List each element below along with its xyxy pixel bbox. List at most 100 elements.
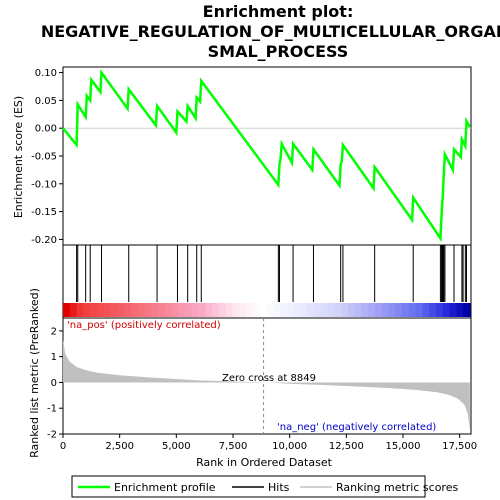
legend-hits-label: Hits	[268, 481, 290, 494]
rank-color-segment	[266, 303, 274, 317]
rank-color-segment	[273, 303, 281, 317]
rank-y-tick-label: 1	[51, 352, 57, 363]
rank-color-segment	[354, 303, 362, 317]
rank-color-segment	[110, 303, 118, 317]
negative-correlation-label: 'na_neg' (negatively correlated)	[277, 422, 436, 433]
rank-color-segment	[442, 303, 451, 317]
legend: Enrichment profile Hits Ranking metric s…	[71, 475, 458, 498]
rank-color-segment	[90, 303, 98, 317]
es-panel-frame	[62, 66, 472, 246]
x-tick-label: 5,000	[162, 441, 191, 452]
rank-color-segment	[246, 303, 254, 317]
rank-color-segment	[395, 303, 403, 317]
x-tick-label: 15,000	[386, 441, 421, 452]
rank-y-tick-label: 0	[51, 378, 57, 389]
x-axis-ticks: 0 2,500 5,000 7,500 10,000 12,500 15,000 17,500	[60, 434, 477, 452]
rank-panel-frame	[62, 317, 472, 435]
rank-color-segment	[449, 303, 457, 317]
x-tick-label: 7,500	[219, 441, 248, 452]
rank-color-segment	[259, 303, 268, 317]
ranking-metric-area	[63, 339, 470, 431]
rank-color-segment	[76, 303, 84, 317]
legend-ranking-label: Ranking metric scores	[336, 481, 458, 494]
rank-color-segment	[374, 303, 383, 317]
chart-title-line-2: NEGATIVE_REGULATION_OF_MULTICELLULAR_ORG…	[41, 22, 500, 41]
rank-color-segment	[368, 303, 376, 317]
rank-color-segment	[144, 303, 152, 317]
rank-color-segment	[69, 303, 78, 317]
rank-color-segment	[313, 303, 322, 317]
rank-color-segment	[232, 303, 240, 317]
rank-color-segment	[381, 303, 390, 317]
rank-color-segment	[205, 303, 213, 317]
es-panel: 0.10 0.05 0.00 -0.05 -0.10 -0.15 -0.20 Enrichm…	[12, 66, 472, 246]
rank-color-segment	[124, 303, 132, 317]
rank-color-segment	[286, 303, 295, 317]
rank-color-segment	[212, 303, 220, 317]
rank-color-segment	[239, 303, 247, 317]
rank-color-segment	[279, 303, 288, 317]
rank-color-segment	[63, 303, 71, 317]
x-tick-label: 17,500	[442, 441, 477, 452]
rank-y-tick-label: -2	[47, 430, 57, 441]
x-axis-label: Rank in Ordered Dataset	[196, 456, 333, 469]
rank-color-segment	[463, 303, 471, 317]
es-y-tick-label: -0.15	[31, 207, 57, 218]
rank-y-tick-label: -1	[47, 404, 57, 415]
rank-color-segment	[225, 303, 234, 317]
rank-color-segment	[178, 303, 186, 317]
rank-color-segment	[341, 303, 349, 317]
x-tick-label: 10,000	[272, 441, 307, 452]
es-y-tick-label: 0.00	[35, 124, 57, 135]
rank-color-segment	[408, 303, 417, 317]
x-tick-label: 12,500	[329, 441, 364, 452]
es-y-tick-label: 0.05	[35, 96, 57, 107]
x-tick-label: 0	[60, 441, 66, 452]
rank-color-segment	[307, 303, 315, 317]
hits-markers	[76, 245, 467, 302]
es-y-axis-label: Enrichment score (ES)	[12, 96, 25, 218]
rank-color-segment	[327, 303, 335, 317]
zero-cross-label: Zero cross at 8849	[222, 373, 316, 384]
rank-color-segment	[151, 303, 159, 317]
positive-correlation-label: 'na_pos' (positively correlated)	[67, 320, 221, 331]
legend-enrichment-label: Enrichment profile	[114, 481, 216, 494]
rank-color-bar	[63, 303, 471, 317]
es-y-ticks: 0.10 0.05 0.00 -0.05 -0.10 -0.15 -0.20	[31, 68, 63, 246]
rank-y-tick-label: 2	[51, 326, 57, 337]
rank-color-segment	[191, 303, 200, 317]
rank-color-segment	[415, 303, 423, 317]
rank-color-segment	[83, 303, 91, 317]
rank-color-segment	[137, 303, 145, 317]
rank-metric-panel: 2 1 0 -1 -2 'na_pos' (positively correlated)…	[28, 288, 472, 458]
rank-color-segment	[198, 303, 207, 317]
rank-color-segment	[435, 303, 444, 317]
rank-color-segment	[218, 303, 227, 317]
rank-color-segment	[103, 303, 112, 317]
rank-color-segment	[300, 303, 308, 317]
rank-color-segment	[293, 303, 301, 317]
es-y-tick-label: -0.10	[31, 179, 57, 190]
rank-color-segment	[117, 303, 125, 317]
es-y-tick-label: 0.10	[35, 68, 57, 79]
rank-color-segment	[130, 303, 139, 317]
es-y-tick-label: -0.20	[31, 235, 57, 246]
es-y-tick-label: -0.05	[31, 152, 57, 163]
rank-color-segment	[347, 303, 356, 317]
rank-color-segment	[334, 303, 342, 317]
chart-title-line-3: SMAL_PROCESS	[208, 42, 349, 61]
enrichment-profile-line	[62, 69, 471, 243]
rank-y-axis-label: Ranked list metric (PreRanked)	[28, 288, 41, 458]
hits-panel	[62, 244, 472, 319]
rank-color-segment	[422, 303, 430, 317]
rank-color-segment	[320, 303, 329, 317]
rank-color-segment	[96, 303, 105, 317]
rank-color-segment	[185, 303, 193, 317]
rank-color-segment	[252, 303, 261, 317]
x-tick-label: 2,500	[105, 441, 134, 452]
rank-color-segment	[157, 303, 166, 317]
rank-color-segment	[164, 303, 173, 317]
rank-color-segment	[429, 303, 437, 317]
